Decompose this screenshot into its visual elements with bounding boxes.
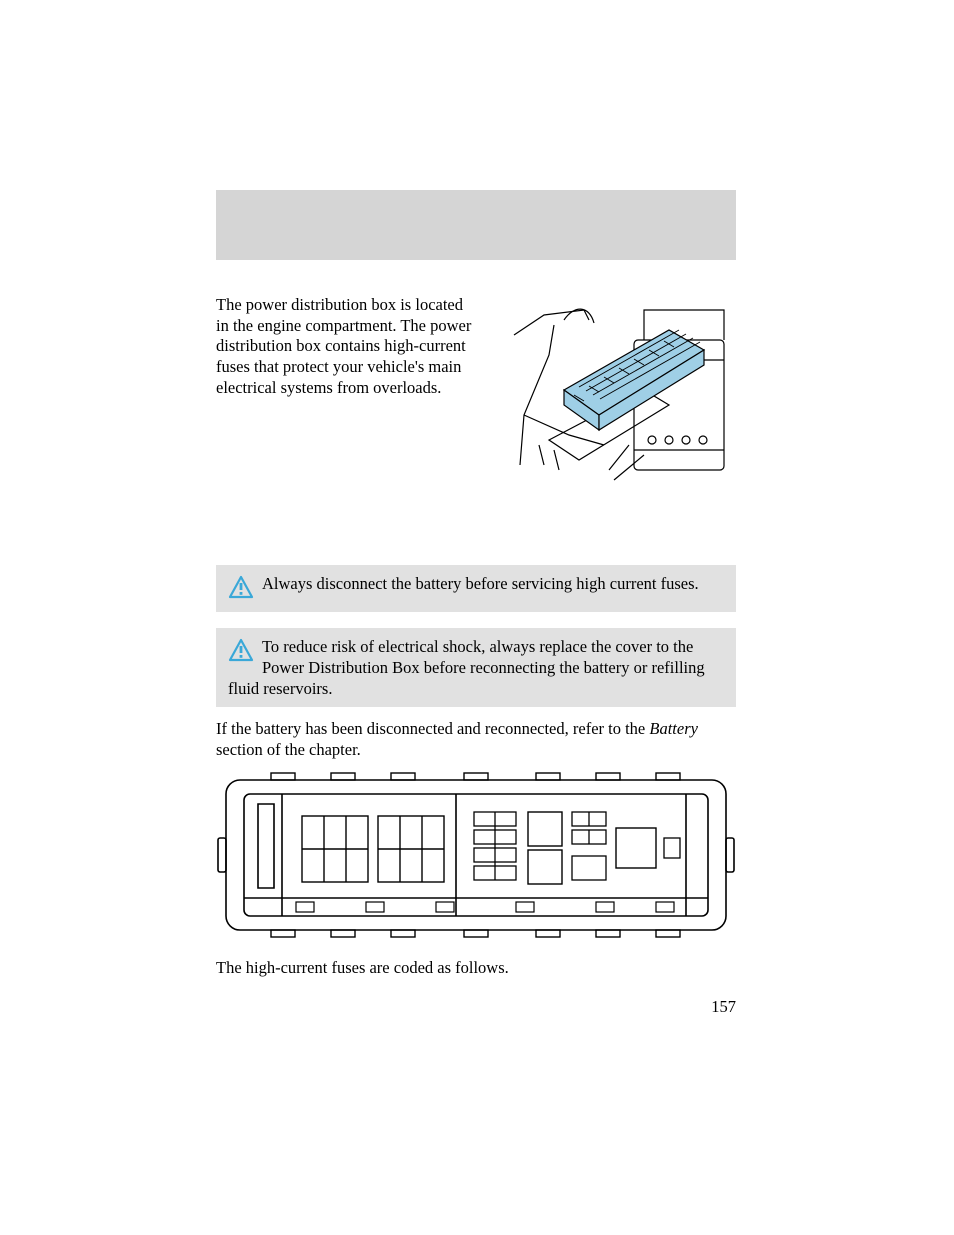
warning-icon bbox=[228, 638, 254, 667]
after-warnings-paragraph: If the battery has been disconnected and… bbox=[216, 718, 736, 760]
after-italic: Battery bbox=[649, 719, 698, 738]
figure-engine-compartment bbox=[494, 295, 734, 495]
intro-row: The power distribution box is located in… bbox=[216, 295, 736, 495]
intro-paragraph: The power distribution box is located in… bbox=[216, 295, 476, 495]
warning-box-2: To reduce risk of electrical shock, alwa… bbox=[216, 628, 736, 707]
warning-text-2: To reduce risk of electrical shock, alwa… bbox=[228, 637, 705, 698]
header-band bbox=[216, 190, 736, 260]
warning-icon bbox=[228, 575, 254, 604]
after-pre: If the battery has been disconnected and… bbox=[216, 719, 649, 738]
page-number: 157 bbox=[711, 997, 736, 1017]
figure-fusebox-top bbox=[216, 768, 736, 943]
warning-box-1: Always disconnect the battery before ser… bbox=[216, 565, 736, 612]
warning-text-1: Always disconnect the battery before ser… bbox=[262, 574, 699, 593]
closing-line: The high-current fuses are coded as foll… bbox=[216, 958, 736, 978]
after-post: section of the chapter. bbox=[216, 740, 361, 759]
